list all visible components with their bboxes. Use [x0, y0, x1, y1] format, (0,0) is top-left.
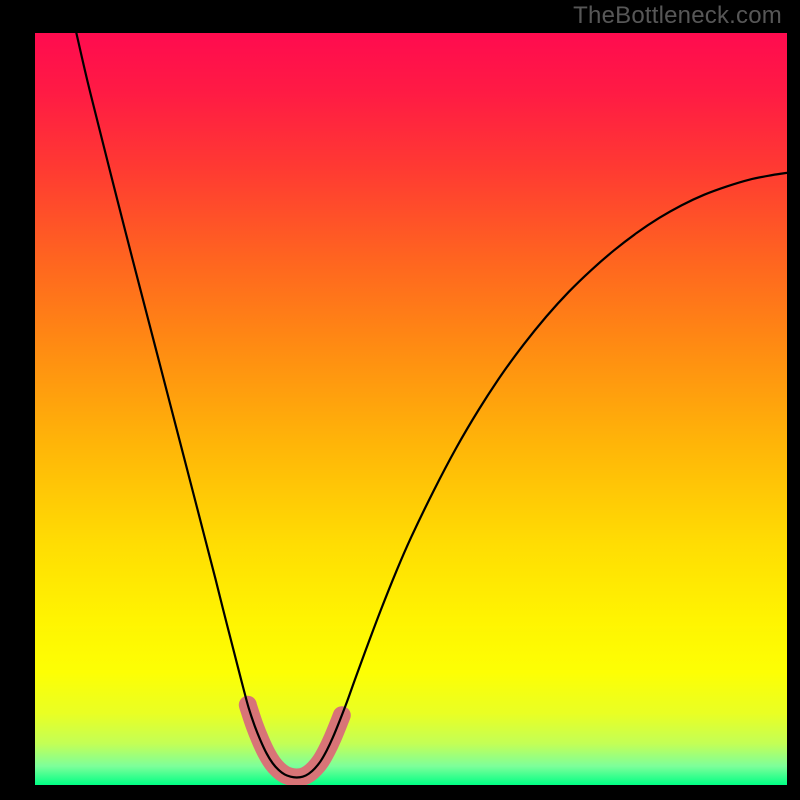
plot-area [35, 33, 787, 785]
plot-svg [35, 33, 787, 785]
gradient-background [35, 33, 787, 785]
watermark-text: TheBottleneck.com [573, 2, 782, 30]
